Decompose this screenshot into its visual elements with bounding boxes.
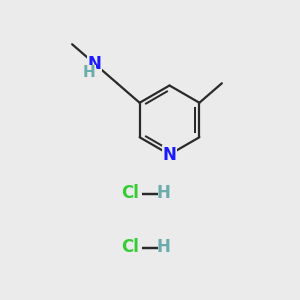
Text: Cl: Cl <box>122 184 140 202</box>
Text: H: H <box>83 65 96 80</box>
Text: Cl: Cl <box>122 238 140 256</box>
Text: N: N <box>88 55 102 73</box>
Text: H: H <box>157 184 170 202</box>
Text: N: N <box>163 146 176 164</box>
Text: H: H <box>157 238 170 256</box>
